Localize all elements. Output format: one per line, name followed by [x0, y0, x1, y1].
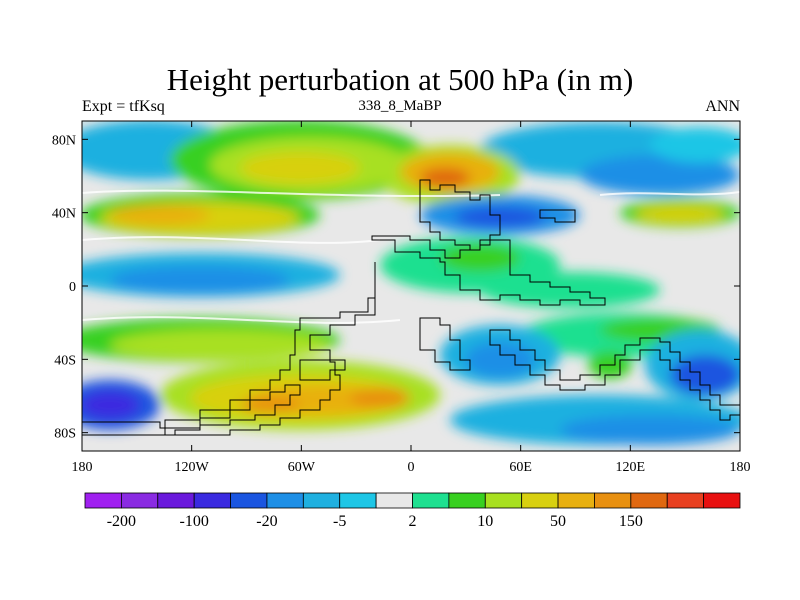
colorbar-box [84, 492, 122, 509]
height-field [82, 121, 740, 451]
x-tick-label: 120E [616, 460, 646, 475]
x-axis: 180 120W 60W 0 60E 120E 180 [72, 121, 751, 475]
colorbar-label: -100 [180, 513, 209, 530]
colorbar-box [594, 492, 632, 509]
y-tick-label: 40S [54, 353, 76, 368]
colorbar-box [120, 492, 159, 509]
colorbar-label: 10 [477, 513, 493, 530]
colorbar-box [630, 492, 668, 509]
y-tick-label: 80S [54, 427, 76, 442]
colorbar-box [193, 492, 231, 509]
x-tick-label: 0 [408, 460, 415, 475]
x-tick-label: 120W [175, 460, 210, 475]
colorbar-box [703, 492, 741, 509]
season-label: ANN [705, 98, 740, 115]
y-axis: 80N 40N 0 40S 80S [52, 133, 740, 442]
colorbar-box [666, 492, 705, 509]
x-tick-label: 180 [730, 460, 751, 475]
experiment-label: Expt = tfKsq [82, 98, 165, 115]
colorbar-label: -200 [107, 513, 136, 530]
case-label: 338_8_MaBP [358, 98, 442, 114]
colorbar-box [448, 492, 486, 509]
colorbar-box [339, 492, 377, 509]
plot-title: Height perturbation at 500 hPa (in m) [166, 62, 634, 97]
colorbar-label: 2 [409, 513, 417, 530]
colorbar-box [521, 492, 559, 509]
y-tick-label: 80N [52, 133, 76, 148]
colorbar-box [266, 492, 304, 509]
colorbar-label: -5 [333, 513, 346, 530]
colorbar-box [302, 492, 341, 509]
colorbar: -200 -100 -20 -5 2 10 50 150 [84, 492, 741, 530]
colorbar-box [230, 492, 268, 509]
colorbar-box [157, 492, 195, 509]
colorbar-box [412, 492, 450, 509]
x-tick-label: 60W [288, 460, 316, 475]
x-tick-label: 180 [72, 460, 93, 475]
colorbar-label: 50 [550, 513, 566, 530]
y-tick-label: 0 [69, 280, 76, 295]
x-tick-label: 60E [509, 460, 532, 475]
y-tick-label: 40N [52, 207, 76, 222]
colorbar-box [375, 492, 413, 509]
colorbar-label: -20 [256, 513, 277, 530]
colorbar-label: 150 [619, 513, 643, 530]
colorbar-box [557, 492, 595, 509]
colorbar-box [484, 492, 523, 509]
